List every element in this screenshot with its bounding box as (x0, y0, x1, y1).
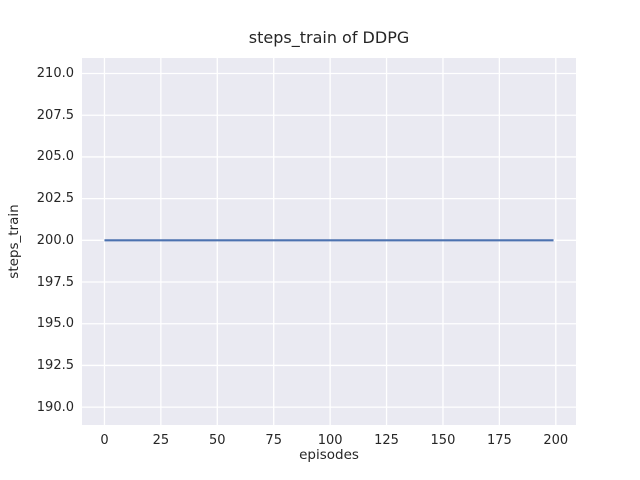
x-tick-label: 175 (486, 433, 512, 448)
y-tick-label: 192.5 (36, 357, 74, 373)
x-tick-label: 0 (100, 433, 109, 448)
x-tick-label: 200 (543, 433, 569, 448)
plot-area (82, 58, 576, 425)
y-tick-label: 202.5 (36, 191, 74, 207)
y-tick-label: 190.0 (36, 399, 74, 415)
y-tick-label: 207.5 (36, 107, 74, 123)
x-tick-label: 150 (430, 433, 456, 448)
x-tick-label: 25 (152, 433, 170, 448)
x-tick-label: 100 (317, 433, 343, 448)
y-tick-label: 210.0 (36, 66, 74, 81)
x-axis-label: episodes (299, 447, 359, 463)
y-tick-label: 200.0 (36, 232, 74, 248)
y-tick-label: 195.0 (36, 316, 74, 332)
chart-title: steps_train of DDPG (248, 28, 410, 47)
y-axis-label: steps_train (6, 204, 22, 279)
y-tick-label: 205.0 (36, 149, 74, 165)
x-tick-label: 125 (374, 433, 399, 448)
plot-canvas (82, 58, 576, 425)
x-tick-label: 50 (209, 433, 226, 448)
x-tick-label: 75 (265, 433, 282, 448)
y-tick-label: 197.5 (36, 274, 74, 290)
